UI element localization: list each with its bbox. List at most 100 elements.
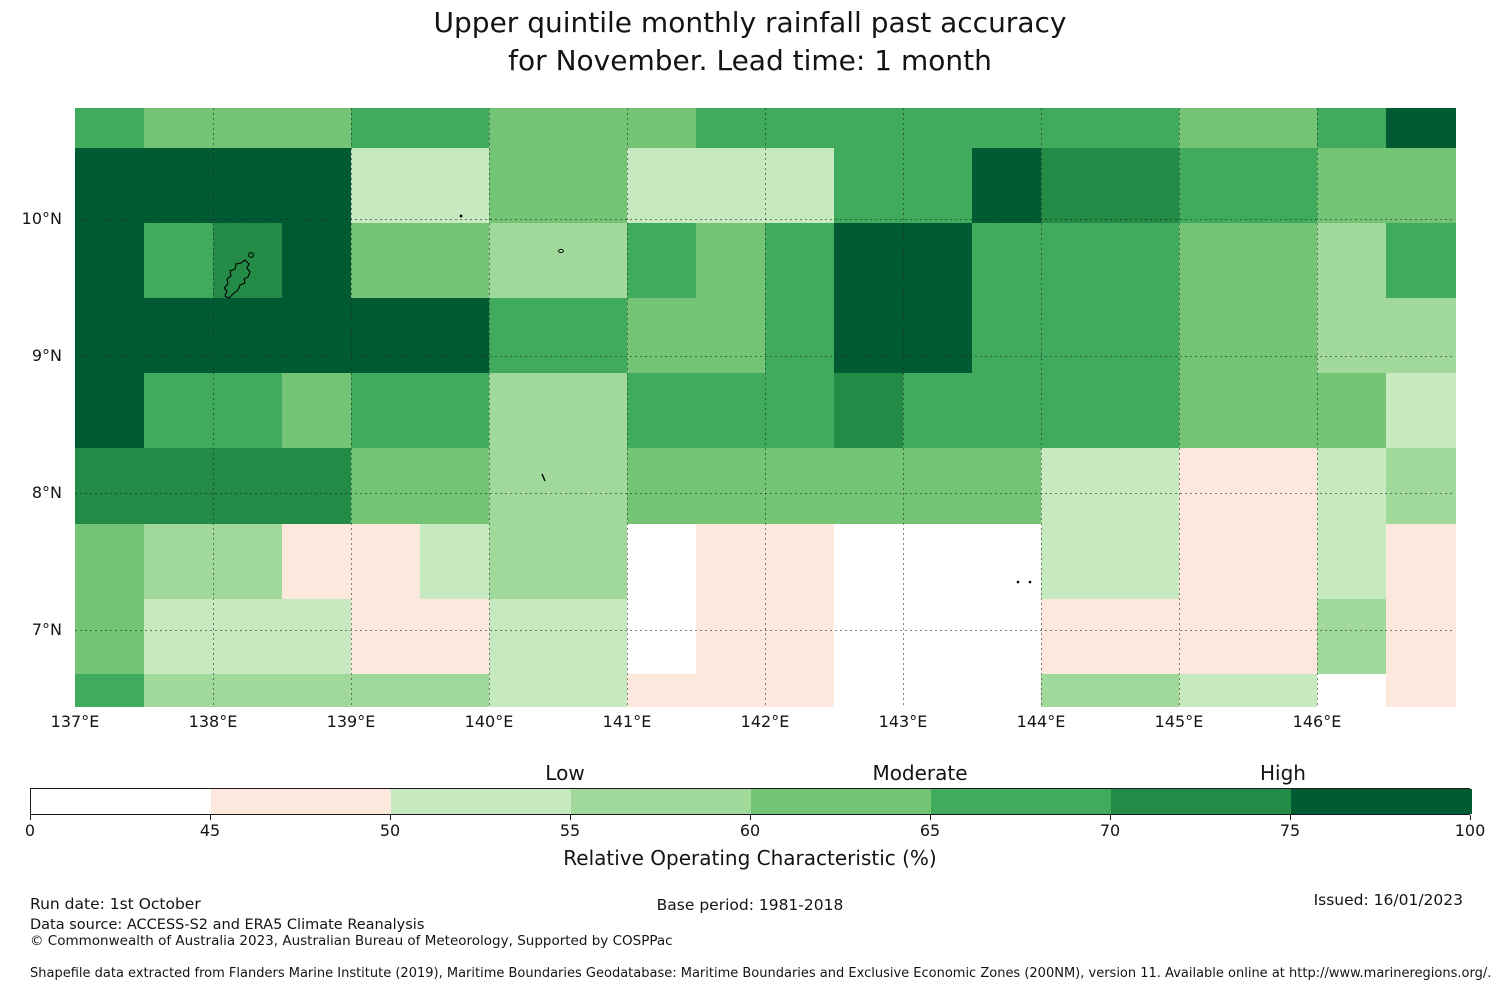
heatmap-cell [213, 298, 283, 374]
heatmap-cell [351, 223, 421, 299]
heatmap-cell [144, 148, 214, 224]
heatmap-cell [834, 148, 904, 224]
heatmap-cell [282, 373, 352, 449]
chart-title-line-2: for November. Lead time: 1 month [508, 44, 992, 77]
heatmap-cell [1248, 298, 1318, 374]
heatmap-cell [834, 674, 904, 707]
heatmap-cell [1317, 448, 1387, 525]
heatmap-cell [1041, 148, 1111, 224]
heatmap-cell [144, 448, 214, 525]
colorbar-segment [1111, 789, 1292, 814]
heatmap-cell [1110, 223, 1180, 299]
x-tick-label: 138°E [188, 712, 238, 731]
heatmap-cell [75, 448, 145, 525]
heatmap-cell [558, 448, 628, 525]
heatmap-cell [75, 148, 145, 224]
heatmap-cell [696, 223, 766, 299]
heatmap-cell [420, 524, 490, 600]
heatmap-cell [834, 108, 904, 149]
heatmap-cell [282, 148, 352, 224]
heatmap-cell [696, 599, 766, 675]
heatmap-cell [1041, 448, 1111, 525]
heatmap-cell [765, 524, 835, 600]
heatmap-cell [489, 298, 559, 374]
heatmap-cell [972, 448, 1042, 525]
footer-issued: Issued: 16/01/2023 [1313, 891, 1463, 909]
heatmap-cell [696, 108, 766, 149]
heatmap-cell [489, 599, 559, 675]
heatmap-cell [903, 373, 973, 449]
colorbar-tick-label: 0 [24, 821, 36, 840]
colorbar-category-label: Low [545, 761, 585, 785]
heatmap-cell [1317, 373, 1387, 449]
heatmap-cell [903, 223, 973, 299]
x-tick-label: 137°E [50, 712, 100, 731]
heatmap-cell [1248, 373, 1318, 449]
heatmap-cell [351, 448, 421, 525]
heatmap-cell [1041, 674, 1111, 707]
heatmap-cell [1317, 674, 1387, 707]
heatmap-cell [1110, 448, 1180, 525]
heatmap-cell [1248, 524, 1318, 600]
heatmap-cell [1317, 148, 1387, 224]
x-tick-label: 143°E [878, 712, 928, 731]
heatmap-cell [834, 373, 904, 449]
heatmap-cell [1317, 108, 1387, 149]
heatmap-cell [1386, 373, 1456, 449]
heatmap-cell [75, 223, 145, 299]
heatmap-cell [1179, 298, 1249, 374]
heatmap-cell [1317, 599, 1387, 675]
heatmap-cell [1248, 448, 1318, 525]
heatmap-cell [834, 448, 904, 525]
colorbar-tick-label: 45 [199, 821, 221, 840]
heatmap-cell [1386, 108, 1456, 149]
heatmap-cell [558, 524, 628, 600]
heatmap-cell [558, 223, 628, 299]
roc-heatmap [75, 108, 1456, 707]
heatmap-cell [282, 674, 352, 707]
colorbar-axis-label: Relative Operating Characteristic (%) [563, 846, 937, 870]
heatmap-cell [765, 298, 835, 374]
heatmap-cell [1179, 674, 1249, 707]
heatmap-cell [1179, 148, 1249, 224]
heatmap-cell [1386, 599, 1456, 675]
heatmap-cell [75, 674, 145, 707]
heatmap-cell [1386, 448, 1456, 525]
heatmap-cell [1248, 108, 1318, 149]
heatmap-cell [1041, 373, 1111, 449]
colorbar-tick [1290, 815, 1291, 820]
colorbar-tick [390, 815, 391, 820]
colorbar-tick-label: 75 [1279, 821, 1301, 840]
footer-run-date: Run date: 1st October [30, 895, 201, 913]
heatmap-cell [834, 223, 904, 299]
heatmap-cell [696, 674, 766, 707]
colorbar-tick [750, 815, 751, 820]
colorbar-tick [210, 815, 211, 820]
colorbar-tick-label: 60 [739, 821, 761, 840]
heatmap-cell [213, 148, 283, 224]
heatmap-cell [213, 223, 283, 299]
colorbar-tick [1470, 815, 1471, 820]
x-tick-label: 145°E [1154, 712, 1204, 731]
heatmap-cell [351, 108, 421, 149]
x-tick-label: 140°E [464, 712, 514, 731]
heatmap-cell [1179, 448, 1249, 525]
heatmap-cell [765, 223, 835, 299]
heatmap-cell [696, 524, 766, 600]
heatmap-cell [1386, 148, 1456, 224]
heatmap-cell [351, 298, 421, 374]
heatmap-cell [972, 524, 1042, 600]
heatmap-cell [627, 674, 697, 707]
colorbar-tick-label: 50 [379, 821, 401, 840]
heatmap-cell [75, 298, 145, 374]
heatmap-cell [213, 674, 283, 707]
heatmap-cell [903, 148, 973, 224]
heatmap-cell [627, 373, 697, 449]
heatmap-cell [144, 373, 214, 449]
heatmap-cell [351, 148, 421, 224]
heatmap-cell [558, 674, 628, 707]
heatmap-cell [1317, 223, 1387, 299]
y-tick-label: 8°N [31, 482, 62, 502]
heatmap-cell [489, 448, 559, 525]
